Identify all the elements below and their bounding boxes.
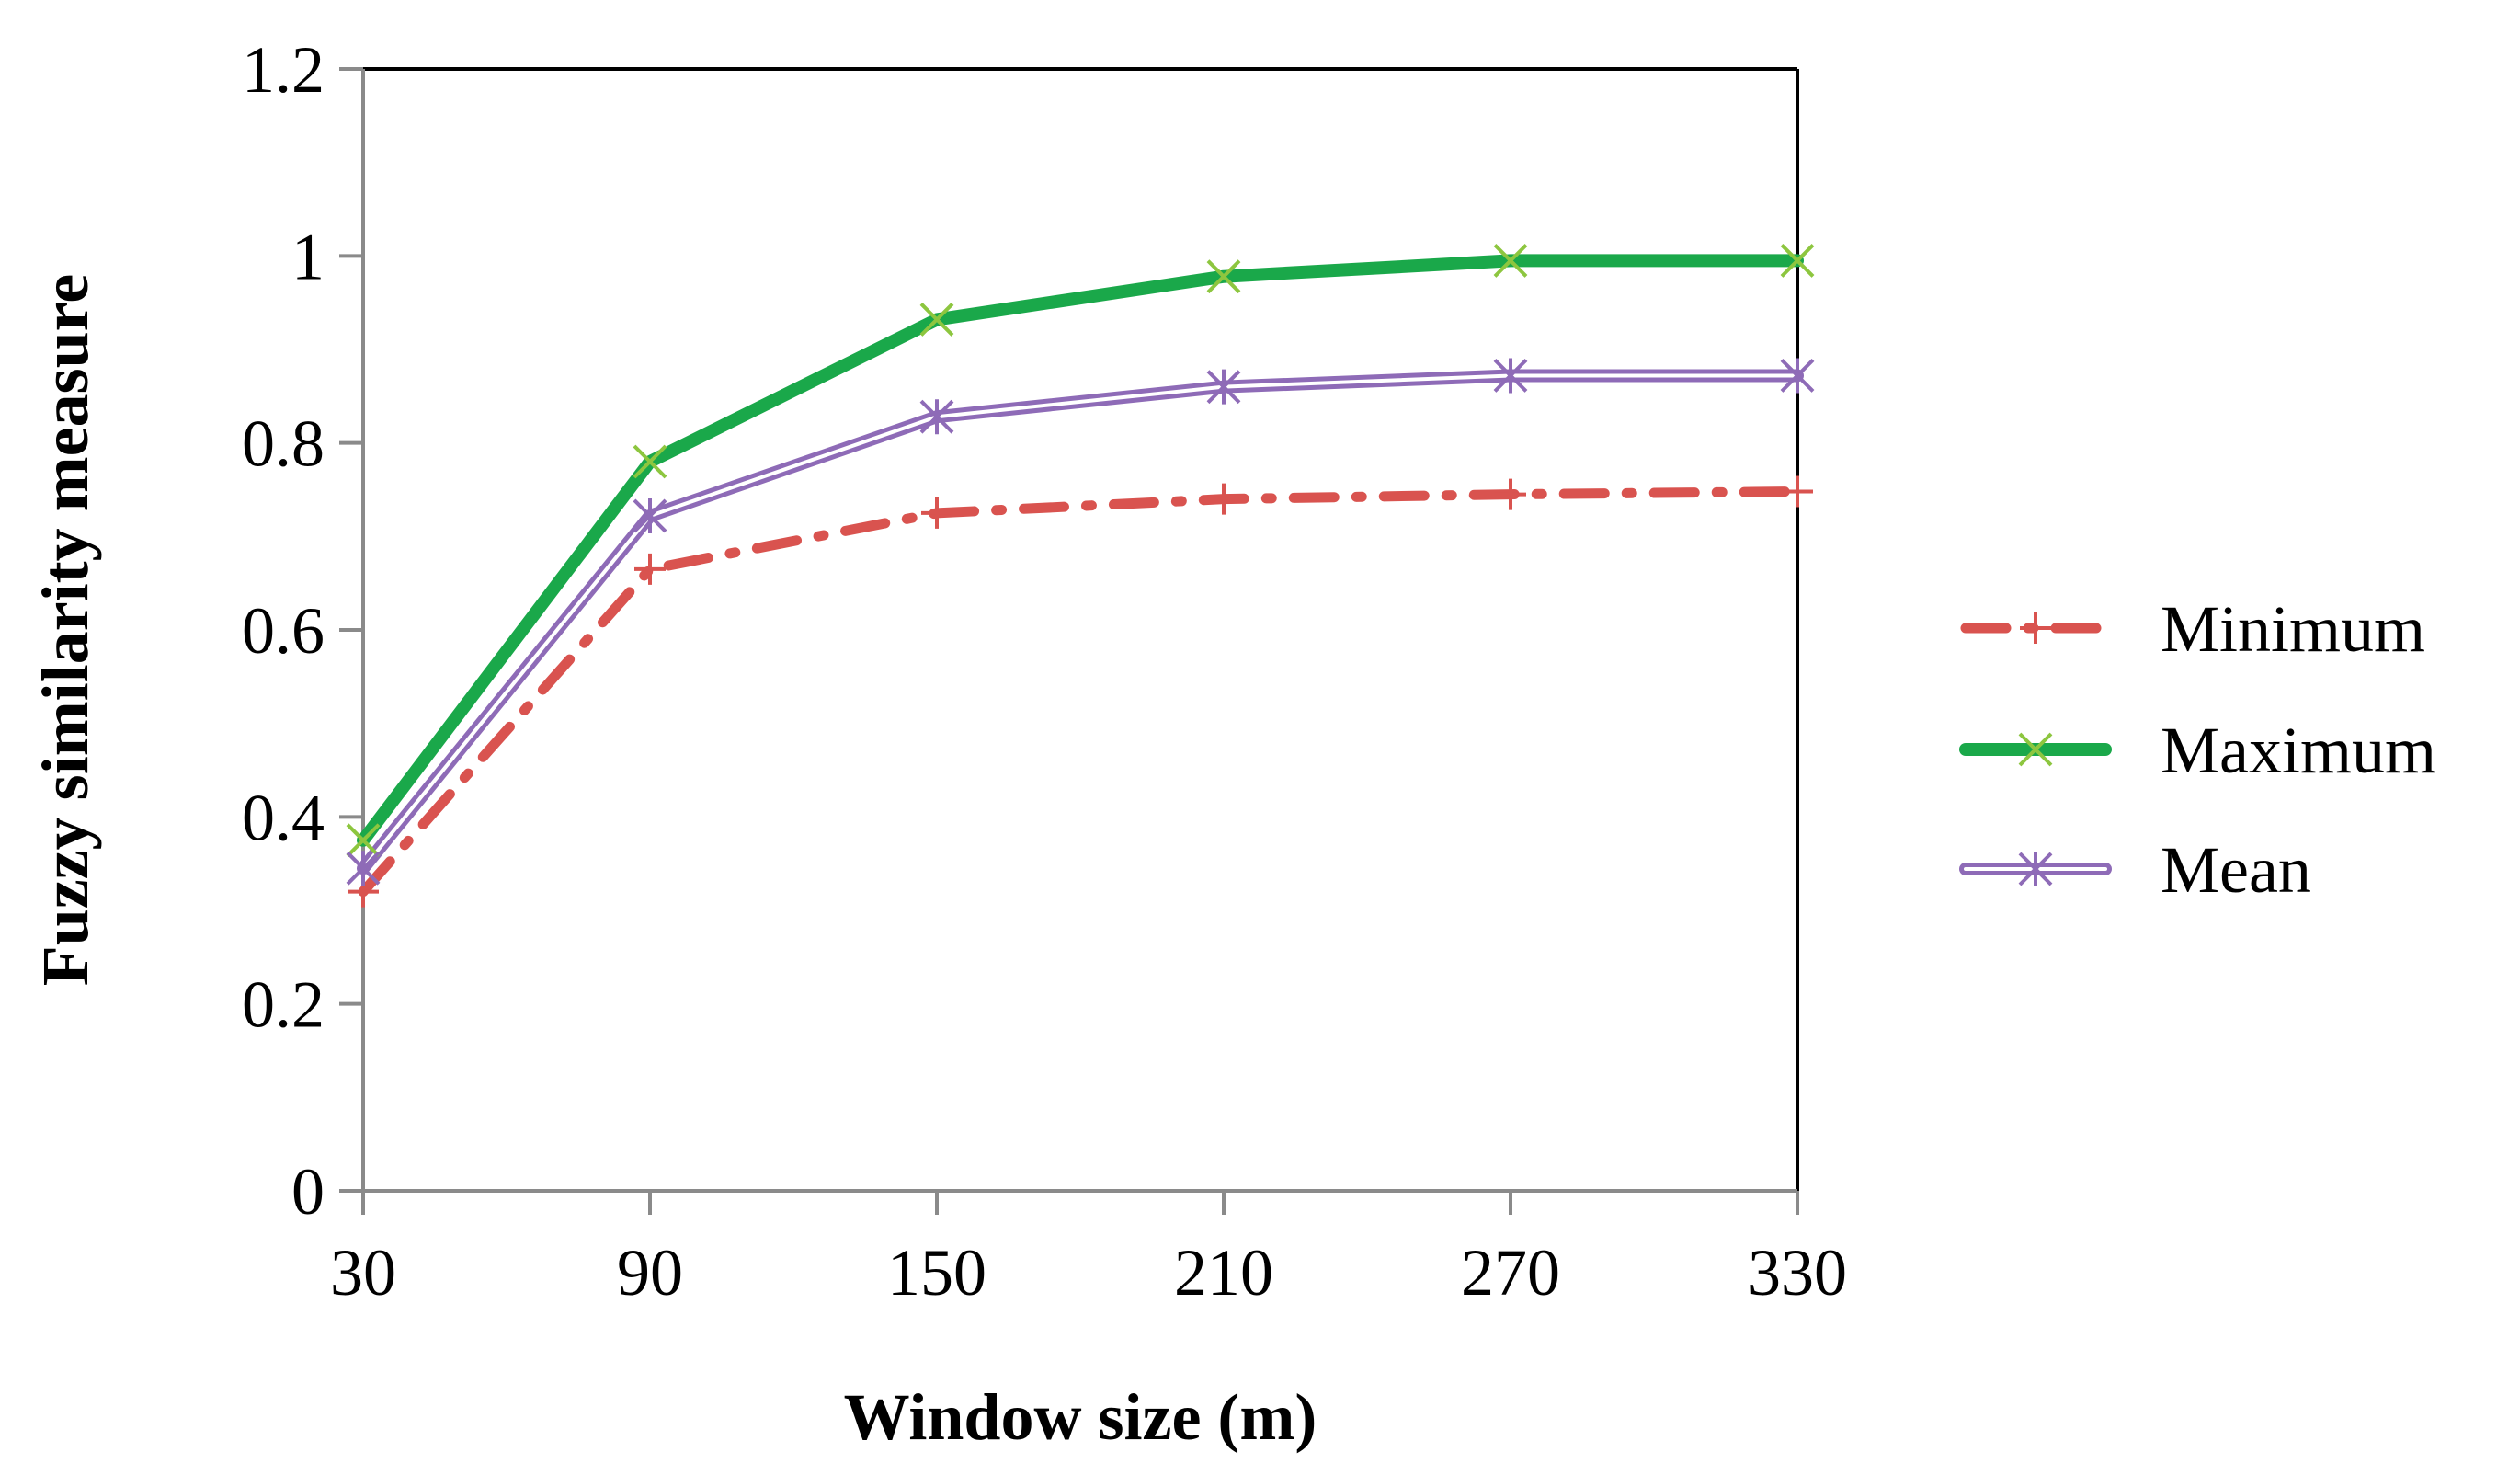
data-point-maximum bbox=[1206, 259, 1241, 294]
plot-frame bbox=[361, 67, 1799, 1193]
legend-item-maximum: Maximum bbox=[1959, 714, 2436, 787]
legend-label-maximum: Maximum bbox=[2161, 714, 2436, 787]
data-point-minimum bbox=[1495, 478, 1526, 510]
legend: Minimum Maximum Mean bbox=[1959, 592, 2436, 907]
y-tick-label: 0.4 bbox=[242, 781, 325, 854]
data-point-mean bbox=[346, 851, 381, 886]
data-point-maximum bbox=[919, 303, 954, 337]
legend-label-minimum: Minimum bbox=[2161, 592, 2425, 666]
y-axis-title: Fuzzy similarity measure bbox=[29, 274, 102, 987]
legend-label-mean: Mean bbox=[2161, 833, 2311, 907]
legend-marker-mean bbox=[2018, 852, 2053, 886]
legend-item-minimum: Minimum bbox=[1960, 592, 2425, 666]
data-point-mean bbox=[1780, 358, 1815, 394]
data-point-minimum bbox=[634, 553, 666, 585]
y-tick-label: 1 bbox=[291, 220, 325, 293]
y-tick-label: 0.2 bbox=[242, 968, 325, 1042]
y-tick-label: 0.6 bbox=[242, 594, 325, 668]
data-point-minimum bbox=[1208, 483, 1239, 515]
y-tick-label: 1.2 bbox=[242, 33, 325, 107]
data-point-maximum bbox=[1493, 244, 1528, 278]
data-point-maximum bbox=[633, 444, 667, 479]
data-point-mean bbox=[633, 497, 667, 533]
data-point-maximum bbox=[346, 823, 381, 858]
data-point-mean bbox=[1493, 358, 1528, 394]
legend-marker-minimum bbox=[2020, 612, 2051, 644]
y-tick-label: 0 bbox=[291, 1155, 325, 1229]
data-point-mean bbox=[919, 399, 954, 435]
x-tick-label: 330 bbox=[1748, 1236, 1847, 1309]
data-point-maximum bbox=[1780, 244, 1815, 278]
data-point-minimum bbox=[921, 497, 952, 529]
series-lines bbox=[357, 254, 1804, 898]
series-line-minimum bbox=[358, 486, 1803, 898]
legend-item-mean: Mean bbox=[1959, 833, 2311, 907]
data-point-minimum bbox=[1782, 475, 1813, 508]
x-tick-label: 210 bbox=[1174, 1236, 1273, 1309]
y-tick-label: 0.8 bbox=[242, 407, 325, 481]
series-line-maximum bbox=[357, 254, 1804, 847]
x-tick-label: 30 bbox=[330, 1236, 396, 1309]
x-axis-title: Window size (m) bbox=[844, 1380, 1317, 1454]
series-markers bbox=[346, 244, 1815, 908]
x-tick-label: 150 bbox=[887, 1236, 986, 1309]
legend-marker-maximum bbox=[2018, 732, 2053, 767]
x-tick-label: 270 bbox=[1461, 1236, 1560, 1309]
series-line-mean bbox=[357, 369, 1804, 875]
x-tick-label: 90 bbox=[617, 1236, 683, 1309]
data-point-mean bbox=[1206, 369, 1241, 405]
x-axis-ticks: 30 90 150 210 270 330 bbox=[330, 1191, 1847, 1309]
y-axis-ticks: 0 0.2 0.4 0.6 0.8 1 1.2 bbox=[242, 33, 363, 1229]
